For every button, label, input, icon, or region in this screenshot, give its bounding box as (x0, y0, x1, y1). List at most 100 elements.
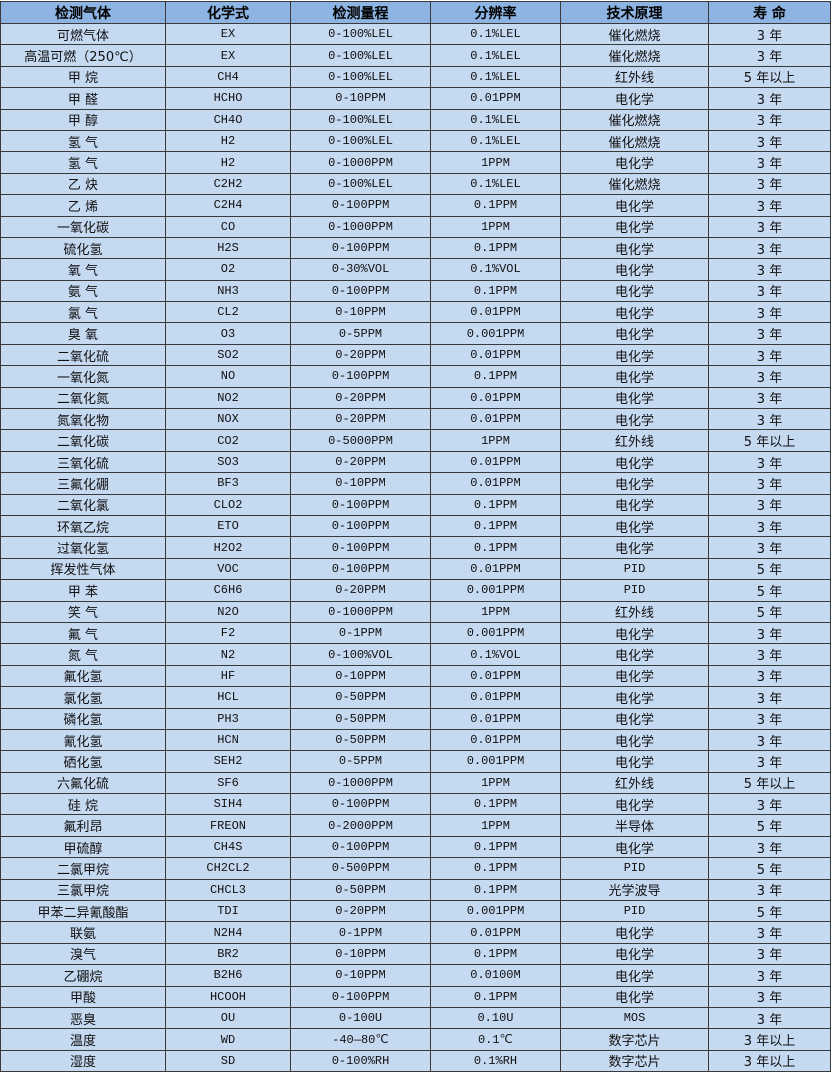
cell-range: 0-100%LEL (290, 65, 431, 89)
cell-formula: F2 (165, 621, 291, 645)
cell-range: 0-100PPM (290, 536, 431, 559)
cell-gas-name: 氟 气 (0, 621, 166, 645)
cell-formula: CLO2 (165, 493, 291, 516)
cell-lifespan: 3 年 (708, 921, 831, 944)
cell-principle: 电化学 (560, 343, 709, 367)
cell-gas-name: 硫化氢 (0, 236, 166, 260)
cell-gas-name: 恶臭 (0, 1006, 166, 1030)
cell-lifespan: 3 年 (708, 386, 831, 410)
cell-principle: 催化燃烧 (560, 22, 709, 46)
cell-principle: 电化学 (560, 279, 709, 303)
cell-resolution: 0.01PPM (430, 557, 561, 581)
table-row: 氯 气 CL2 0-10PPM 0.01PPM 电化学 3 年 (0, 301, 831, 324)
cell-lifespan: 3 年 (708, 365, 831, 388)
table-row: 二氧化硫 SO2 0-20PPM 0.01PPM 电化学 3 年 (0, 343, 831, 367)
cell-range: 0-100PPM (290, 835, 431, 859)
table-row: 氢 气 H2 0-100%LEL 0.1%LEL 催化燃烧 3 年 (0, 129, 831, 153)
table-row: 湿度 SD 0-100%RH 0.1%RH 数字芯片 3 年以上 (0, 1049, 831, 1073)
cell-range: 0-10PPM (290, 664, 431, 688)
table-row: 氮 气 N2 0-100%VOL 0.1%VOL 电化学 3 年 (0, 643, 831, 666)
cell-principle: MOS (560, 1006, 709, 1030)
cell-principle: 电化学 (560, 472, 709, 495)
cell-gas-name: 臭 氧 (0, 322, 166, 345)
cell-range: 0-20PPM (290, 408, 431, 431)
cell-range: 0-100%LEL (290, 129, 431, 153)
cell-range: 0-100PPM (290, 514, 431, 538)
cell-principle: PID (560, 857, 709, 880)
cell-resolution: 0.01PPM (430, 686, 561, 709)
cell-resolution: 1PPM (430, 600, 561, 623)
cell-principle: 电化学 (560, 258, 709, 281)
cell-gas-name: 乙 烯 (0, 194, 166, 217)
cell-lifespan: 3 年 (708, 686, 831, 709)
cell-formula: H2O2 (165, 536, 291, 559)
cell-gas-name: 甲 烷 (0, 65, 166, 89)
cell-formula: CH2CL2 (165, 857, 291, 880)
cell-gas-name: 笑 气 (0, 600, 166, 623)
cell-resolution: 0.01PPM (430, 450, 561, 474)
cell-lifespan: 3 年 (708, 129, 831, 153)
cell-range: 0-10PPM (290, 472, 431, 495)
cell-formula: N2H4 (165, 921, 291, 944)
cell-lifespan: 3 年 (708, 215, 831, 238)
cell-gas-name: 一氧化氮 (0, 365, 166, 388)
cell-range: 0-5PPM (290, 322, 431, 345)
cell-lifespan: 3 年 (708, 172, 831, 196)
cell-formula: SO3 (165, 450, 291, 474)
cell-formula: C2H4 (165, 194, 291, 217)
cell-range: 0-1PPM (290, 621, 431, 645)
table-row: 氮氧化物 NOX 0-20PPM 0.01PPM 电化学 3 年 (0, 408, 831, 431)
cell-lifespan: 3 年 (708, 664, 831, 688)
table-row: 环氧乙烷 ETO 0-100PPM 0.1PPM 电化学 3 年 (0, 514, 831, 538)
cell-principle: 电化学 (560, 728, 709, 752)
cell-gas-name: 磷化氢 (0, 707, 166, 730)
cell-range: 0-100U (290, 1006, 431, 1030)
table-row: 二氯甲烷 CH2CL2 0-500PPM 0.1PPM PID 5 年 (0, 857, 831, 880)
cell-formula: O2 (165, 258, 291, 281)
cell-gas-name: 联氨 (0, 921, 166, 944)
cell-gas-name: 二氧化氮 (0, 386, 166, 410)
cell-principle: 电化学 (560, 621, 709, 645)
cell-formula: HCHO (165, 87, 291, 110)
cell-gas-name: 硅 烷 (0, 793, 166, 816)
cell-formula: N2O (165, 600, 291, 623)
cell-lifespan: 3 年 (708, 194, 831, 217)
cell-range: 0-50PPM (290, 728, 431, 752)
cell-lifespan: 3 年 (708, 514, 831, 538)
table-row: 温度 WD -40—80℃ 0.1℃ 数字芯片 3 年以上 (0, 1028, 831, 1051)
cell-principle: 电化学 (560, 408, 709, 431)
cell-gas-name: 乙硼烷 (0, 964, 166, 987)
cell-range: 0-30%VOL (290, 258, 431, 281)
cell-lifespan: 3 年 (708, 728, 831, 752)
cell-resolution: 0.01PPM (430, 707, 561, 730)
cell-gas-name: 氰化氢 (0, 728, 166, 752)
cell-lifespan: 3 年 (708, 87, 831, 110)
cell-range: 0-100%VOL (290, 643, 431, 666)
cell-range: 0-100PPM (290, 279, 431, 303)
cell-lifespan: 3 年 (708, 450, 831, 474)
cell-range: 0-50PPM (290, 707, 431, 730)
header-resolution: 分辨率 (430, 1, 561, 24)
cell-formula: NOX (165, 408, 291, 431)
cell-lifespan: 5 年以上 (708, 65, 831, 89)
cell-formula: B2H6 (165, 964, 291, 987)
cell-formula: CO2 (165, 429, 291, 452)
cell-formula: NO2 (165, 386, 291, 410)
cell-gas-name: 环氧乙烷 (0, 514, 166, 538)
table-row: 甲 醛 HCHO 0-10PPM 0.01PPM 电化学 3 年 (0, 87, 831, 110)
cell-formula: BR2 (165, 942, 291, 966)
cell-formula: PH3 (165, 707, 291, 730)
cell-gas-name: 二氧化碳 (0, 429, 166, 452)
cell-range: 0-20PPM (290, 579, 431, 602)
cell-gas-name: 甲硫醇 (0, 835, 166, 859)
cell-lifespan: 3 年 (708, 343, 831, 367)
cell-formula: CH4O (165, 108, 291, 131)
cell-resolution: 0.1%LEL (430, 108, 561, 131)
table-row: 联氨 N2H4 0-1PPM 0.01PPM 电化学 3 年 (0, 921, 831, 944)
cell-resolution: 1PPM (430, 771, 561, 795)
cell-principle: 催化燃烧 (560, 129, 709, 153)
cell-formula: H2 (165, 129, 291, 153)
cell-principle: 电化学 (560, 493, 709, 516)
cell-formula: FREON (165, 814, 291, 837)
cell-formula: HF (165, 664, 291, 688)
